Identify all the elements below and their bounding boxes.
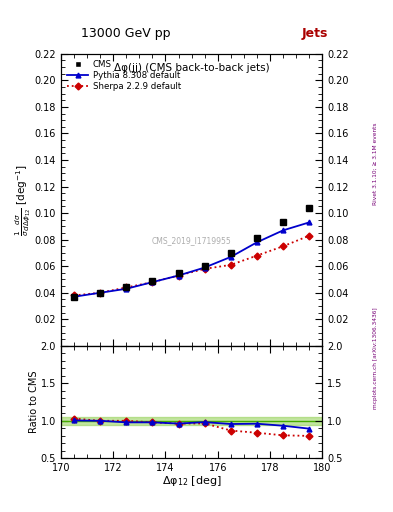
- Y-axis label: $\frac{1}{\sigma}\frac{d\sigma}{d\Delta\phi_{12}}$ [deg$^{-1}$]: $\frac{1}{\sigma}\frac{d\sigma}{d\Delta\…: [13, 164, 33, 236]
- Text: CMS_2019_I1719955: CMS_2019_I1719955: [152, 236, 231, 245]
- X-axis label: Δφ$_{12}$ [deg]: Δφ$_{12}$ [deg]: [162, 475, 221, 488]
- Bar: [61, 417, 322, 424]
- Y-axis label: Ratio to CMS: Ratio to CMS: [29, 371, 39, 433]
- Text: mcplots.cern.ch [arXiv:1306.3436]: mcplots.cern.ch [arXiv:1306.3436]: [373, 308, 378, 409]
- Text: Jets: Jets: [301, 27, 328, 40]
- Text: Rivet 3.1.10; ≥ 3.1M events: Rivet 3.1.10; ≥ 3.1M events: [373, 122, 378, 205]
- Legend: CMS, Pythia 8.308 default, Sherpa 2.2.9 default: CMS, Pythia 8.308 default, Sherpa 2.2.9 …: [65, 58, 183, 93]
- Text: 13000 GeV pp: 13000 GeV pp: [81, 27, 171, 40]
- Text: Δφ(jj) (CMS back-to-back jets): Δφ(jj) (CMS back-to-back jets): [114, 62, 269, 73]
